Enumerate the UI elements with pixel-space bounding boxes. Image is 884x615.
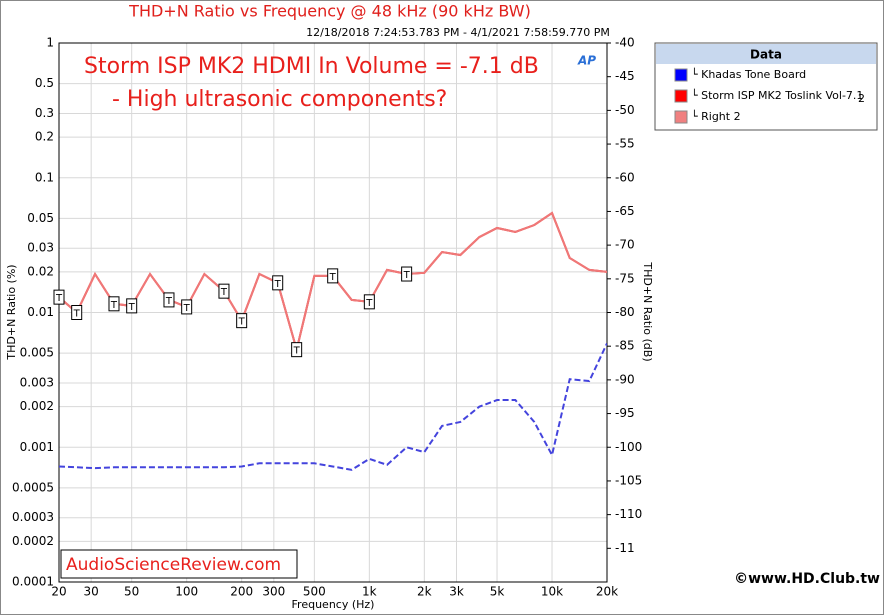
flag-box xyxy=(108,296,120,312)
y-tick-label: 0.01 xyxy=(27,305,54,319)
flag-box xyxy=(53,289,65,305)
legend-swatch xyxy=(674,89,688,103)
y-tick-label: 0.0005 xyxy=(12,480,54,494)
legend-suffix: 2 xyxy=(858,92,865,105)
y-tick-label: 0.05 xyxy=(27,211,54,225)
flag-label: T xyxy=(55,293,63,304)
x-tick-label: 1k xyxy=(362,585,377,599)
chart-title: THD+N Ratio vs Frequency @ 48 kHz (90 kH… xyxy=(128,2,531,21)
annotation: Storm ISP MK2 HDMI In Volume = -7.1 dB xyxy=(84,54,539,79)
x-tick-label: 20 xyxy=(51,585,66,599)
flag-label: T xyxy=(293,346,301,357)
y-tick-label: 0.0001 xyxy=(12,575,54,589)
y2-axis-label: THD+N Ratio (dB) xyxy=(641,261,654,361)
x-tick-label: 10k xyxy=(541,585,563,599)
y-tick-label: 0.0003 xyxy=(12,510,54,524)
flag-label: T xyxy=(73,309,81,320)
flag-label: T xyxy=(110,300,118,311)
source-label: AudioScienceReview.com xyxy=(66,555,281,575)
y-tick-label: 0.3 xyxy=(35,106,54,120)
legend-label: └ Right 2 xyxy=(691,109,741,123)
y-tick-label: 1 xyxy=(46,36,54,50)
y2-tick-label: -50 xyxy=(615,103,635,117)
y2-tick-label: -105 xyxy=(615,473,642,487)
flag-label: T xyxy=(128,302,136,313)
y2-tick-label: -70 xyxy=(615,238,635,252)
y-tick-label: 0.002 xyxy=(20,399,54,413)
flag-box xyxy=(181,299,193,315)
y2-tick-label: -45 xyxy=(615,69,635,83)
x-tick-label: 3k xyxy=(449,585,464,599)
y-tick-label: 0.003 xyxy=(20,375,54,389)
chart-subtitle: 12/18/2018 7:24:53.783 PM - 4/1/2021 7:5… xyxy=(306,26,610,39)
y-tick-label: 0.03 xyxy=(27,241,54,255)
y-tick-label: 0.02 xyxy=(27,264,54,278)
annotation: - High ultrasonic components? xyxy=(112,87,447,112)
flag-label: T xyxy=(238,317,246,328)
legend-swatch xyxy=(674,68,688,82)
y2-tick-label: -100 xyxy=(615,440,642,454)
y-tick-label: 0.001 xyxy=(20,440,54,454)
flag-box xyxy=(291,342,303,358)
y2-tick-label: -55 xyxy=(615,137,635,151)
logo: AP xyxy=(577,54,596,68)
x-tick-label: 500 xyxy=(303,585,326,599)
x-axis-label: Frequency (Hz) xyxy=(292,598,375,611)
y-tick-label: 0.1 xyxy=(35,170,54,184)
flag-label: T xyxy=(183,303,191,314)
flag-label: T xyxy=(403,270,411,281)
flag-box xyxy=(218,283,230,299)
y-tick-label: 0.005 xyxy=(20,346,54,360)
flag-box xyxy=(126,298,138,314)
flag-box xyxy=(71,305,83,320)
flag-label: T xyxy=(165,296,173,307)
y2-tick-label: -80 xyxy=(615,305,635,319)
x-tick-label: 300 xyxy=(262,585,285,599)
y-tick-label: 0.5 xyxy=(35,76,54,90)
legend-header xyxy=(656,44,876,64)
x-tick-label: 200 xyxy=(230,585,253,599)
plot-border xyxy=(58,42,608,583)
flag-box xyxy=(236,313,248,329)
flag-label: T xyxy=(274,279,282,290)
watermark: ©www.HD.Club.tw xyxy=(734,571,880,587)
legend-swatch xyxy=(674,110,688,124)
legend-title: Data xyxy=(750,48,782,62)
y2-tick-label: -95 xyxy=(615,406,635,420)
flag-box xyxy=(327,268,339,284)
y2-tick-label: -90 xyxy=(615,372,635,386)
flag-label: T xyxy=(220,287,228,298)
x-tick-label: 30 xyxy=(84,585,99,599)
x-tick-label: 20k xyxy=(596,585,618,599)
flag-box xyxy=(163,292,175,308)
y2-tick-label: -85 xyxy=(615,339,635,353)
flag-label: T xyxy=(329,272,337,283)
y-axis-label: THD+N Ratio (%) xyxy=(5,264,18,360)
x-tick-label: 50 xyxy=(124,585,139,599)
y2-tick-label: -110 xyxy=(615,507,642,521)
y-tick-label: 0.2 xyxy=(35,130,54,144)
series-line xyxy=(59,342,607,471)
flag-box xyxy=(272,275,284,291)
flag-label: T xyxy=(365,298,373,309)
source-box xyxy=(60,549,298,579)
y2-tick-label: -65 xyxy=(615,204,635,218)
legend-label: └ Storm ISP MK2 Toslink Vol-7.1 xyxy=(691,88,863,102)
y2-tick-label: -40 xyxy=(615,36,635,50)
flag-box xyxy=(363,294,375,310)
y2-tick-label: -60 xyxy=(615,170,635,184)
y-tick-label: 0.0002 xyxy=(12,534,54,548)
flag-box xyxy=(401,266,413,282)
x-tick-label: 100 xyxy=(175,585,198,599)
y2-tick-label: -11 xyxy=(615,541,635,555)
x-tick-label: 5k xyxy=(490,585,505,599)
x-tick-label: 2k xyxy=(417,585,432,599)
legend-label: └ Khadas Tone Board xyxy=(691,67,806,81)
y2-tick-label: -75 xyxy=(615,271,635,285)
